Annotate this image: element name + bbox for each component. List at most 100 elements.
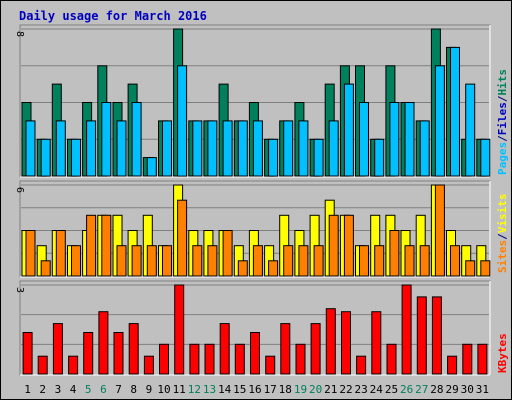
legend-visits-sites: Sites/Visits — [496, 194, 509, 274]
x-tick-label: 17 — [264, 383, 277, 396]
x-tick-label: 12 — [188, 383, 201, 396]
bar-pages-29 — [450, 46, 460, 177]
legend-entry: / — [496, 95, 509, 102]
bar-sites-22 — [343, 214, 354, 277]
legend-entry: Pages — [496, 142, 509, 175]
bar-sites-10 — [162, 245, 172, 277]
x-tick-label: 23 — [354, 383, 367, 396]
legend-entry: KBytes — [496, 333, 509, 373]
bar-pages-2 — [40, 138, 51, 177]
bar-sites-2 — [40, 260, 51, 277]
bar-kbytes-15 — [234, 343, 245, 375]
legend-entry: Visits — [496, 194, 509, 234]
x-tick-label: 18 — [279, 383, 292, 396]
bar-sites-7 — [116, 245, 127, 277]
x-tick-label: 1 — [24, 383, 31, 396]
bar-kbytes-9 — [143, 355, 154, 375]
legend-kbytes: KBytes — [496, 333, 509, 373]
bar-kbytes-24 — [371, 311, 382, 375]
y-max-label: 8 — [14, 31, 25, 37]
bar-sites-14 — [222, 230, 233, 277]
bar-sites-9 — [146, 245, 157, 277]
bar-sites-23 — [359, 245, 369, 277]
x-tick-label: 3 — [55, 383, 62, 396]
x-tick-label: 30 — [461, 383, 474, 396]
x-tick-label: 14 — [218, 383, 232, 396]
bar-kbytes-1 — [22, 332, 33, 375]
bar-pages-6 — [101, 102, 112, 177]
bar-kbytes-19 — [295, 343, 306, 375]
bar-pages-27 — [419, 120, 430, 177]
bar-sites-27 — [419, 245, 430, 277]
x-tick-label: 16 — [248, 383, 261, 396]
x-tick-label: 20 — [309, 383, 322, 396]
legend-entry: Hits — [496, 69, 509, 96]
bar-kbytes-25 — [386, 343, 397, 375]
bar-pages-23 — [359, 102, 369, 177]
bar-kbytes-8 — [128, 323, 139, 375]
bar-sites-4 — [71, 245, 81, 277]
x-tick-label: 21 — [324, 383, 337, 396]
bar-pages-7 — [116, 120, 127, 177]
bar-kbytes-10 — [159, 343, 169, 375]
bar-sites-15 — [237, 260, 248, 277]
bar-pages-14 — [222, 120, 233, 177]
x-tick-label: 4 — [70, 383, 77, 396]
y-max-label: 6 — [14, 187, 25, 193]
bar-kbytes-18 — [280, 323, 291, 375]
bar-pages-20 — [313, 138, 324, 177]
bar-sites-12 — [192, 245, 203, 277]
x-tick-label: 13 — [203, 383, 216, 396]
bar-pages-21 — [328, 120, 339, 177]
bar-sites-24 — [374, 245, 385, 277]
bar-sites-18 — [283, 245, 294, 277]
bar-kbytes-29 — [447, 355, 458, 375]
panel-visits-sites: 6 Sites/Visits — [14, 180, 509, 278]
bar-sites-28 — [434, 184, 445, 277]
bar-kbytes-13 — [204, 343, 215, 375]
bar-pages-30 — [465, 83, 476, 177]
x-tick-label: 9 — [146, 383, 153, 396]
bar-sites-3 — [55, 230, 66, 277]
bar-pages-18 — [283, 120, 294, 177]
y-max-label: 3 — [14, 287, 25, 293]
bar-kbytes-23 — [356, 355, 367, 375]
bar-sites-20 — [313, 245, 324, 277]
bar-sites-29 — [450, 245, 460, 277]
bar-pages-11 — [177, 65, 188, 177]
bar-kbytes-16 — [250, 332, 260, 375]
bar-kbytes-6 — [98, 311, 109, 375]
bar-pages-8 — [131, 102, 142, 177]
bar-kbytes-27 — [416, 296, 427, 375]
bar-kbytes-31 — [477, 343, 488, 375]
bar-sites-26 — [404, 245, 415, 277]
panel-background — [19, 280, 491, 376]
x-tick-label: 26 — [400, 383, 413, 396]
bar-kbytes-22 — [341, 311, 351, 375]
bar-sites-6 — [101, 214, 112, 277]
bar-sites-1 — [25, 230, 36, 277]
bar-pages-12 — [192, 120, 203, 177]
x-tick-label: 25 — [385, 383, 398, 396]
bar-pages-4 — [71, 138, 81, 177]
bar-kbytes-14 — [219, 323, 230, 375]
bar-pages-5 — [86, 120, 97, 177]
bar-pages-31 — [480, 138, 491, 177]
legend-entry: Files — [496, 102, 509, 135]
x-tick-label: 24 — [370, 383, 384, 396]
legend-entry: / — [496, 233, 509, 240]
x-tick-label: 31 — [476, 383, 489, 396]
bar-pages-19 — [298, 120, 309, 177]
bar-sites-11 — [177, 199, 188, 277]
legend-hits-files-pages: Pages/Files/Hits — [496, 69, 509, 175]
x-tick-label: 10 — [157, 383, 170, 396]
bar-kbytes-11 — [174, 284, 185, 375]
bar-sites-21 — [328, 214, 339, 277]
bar-kbytes-28 — [431, 296, 442, 375]
bar-pages-10 — [162, 120, 172, 177]
bar-kbytes-2 — [37, 355, 48, 375]
bar-sites-13 — [207, 245, 218, 277]
bar-sites-19 — [298, 245, 309, 277]
bar-kbytes-21 — [325, 308, 336, 375]
